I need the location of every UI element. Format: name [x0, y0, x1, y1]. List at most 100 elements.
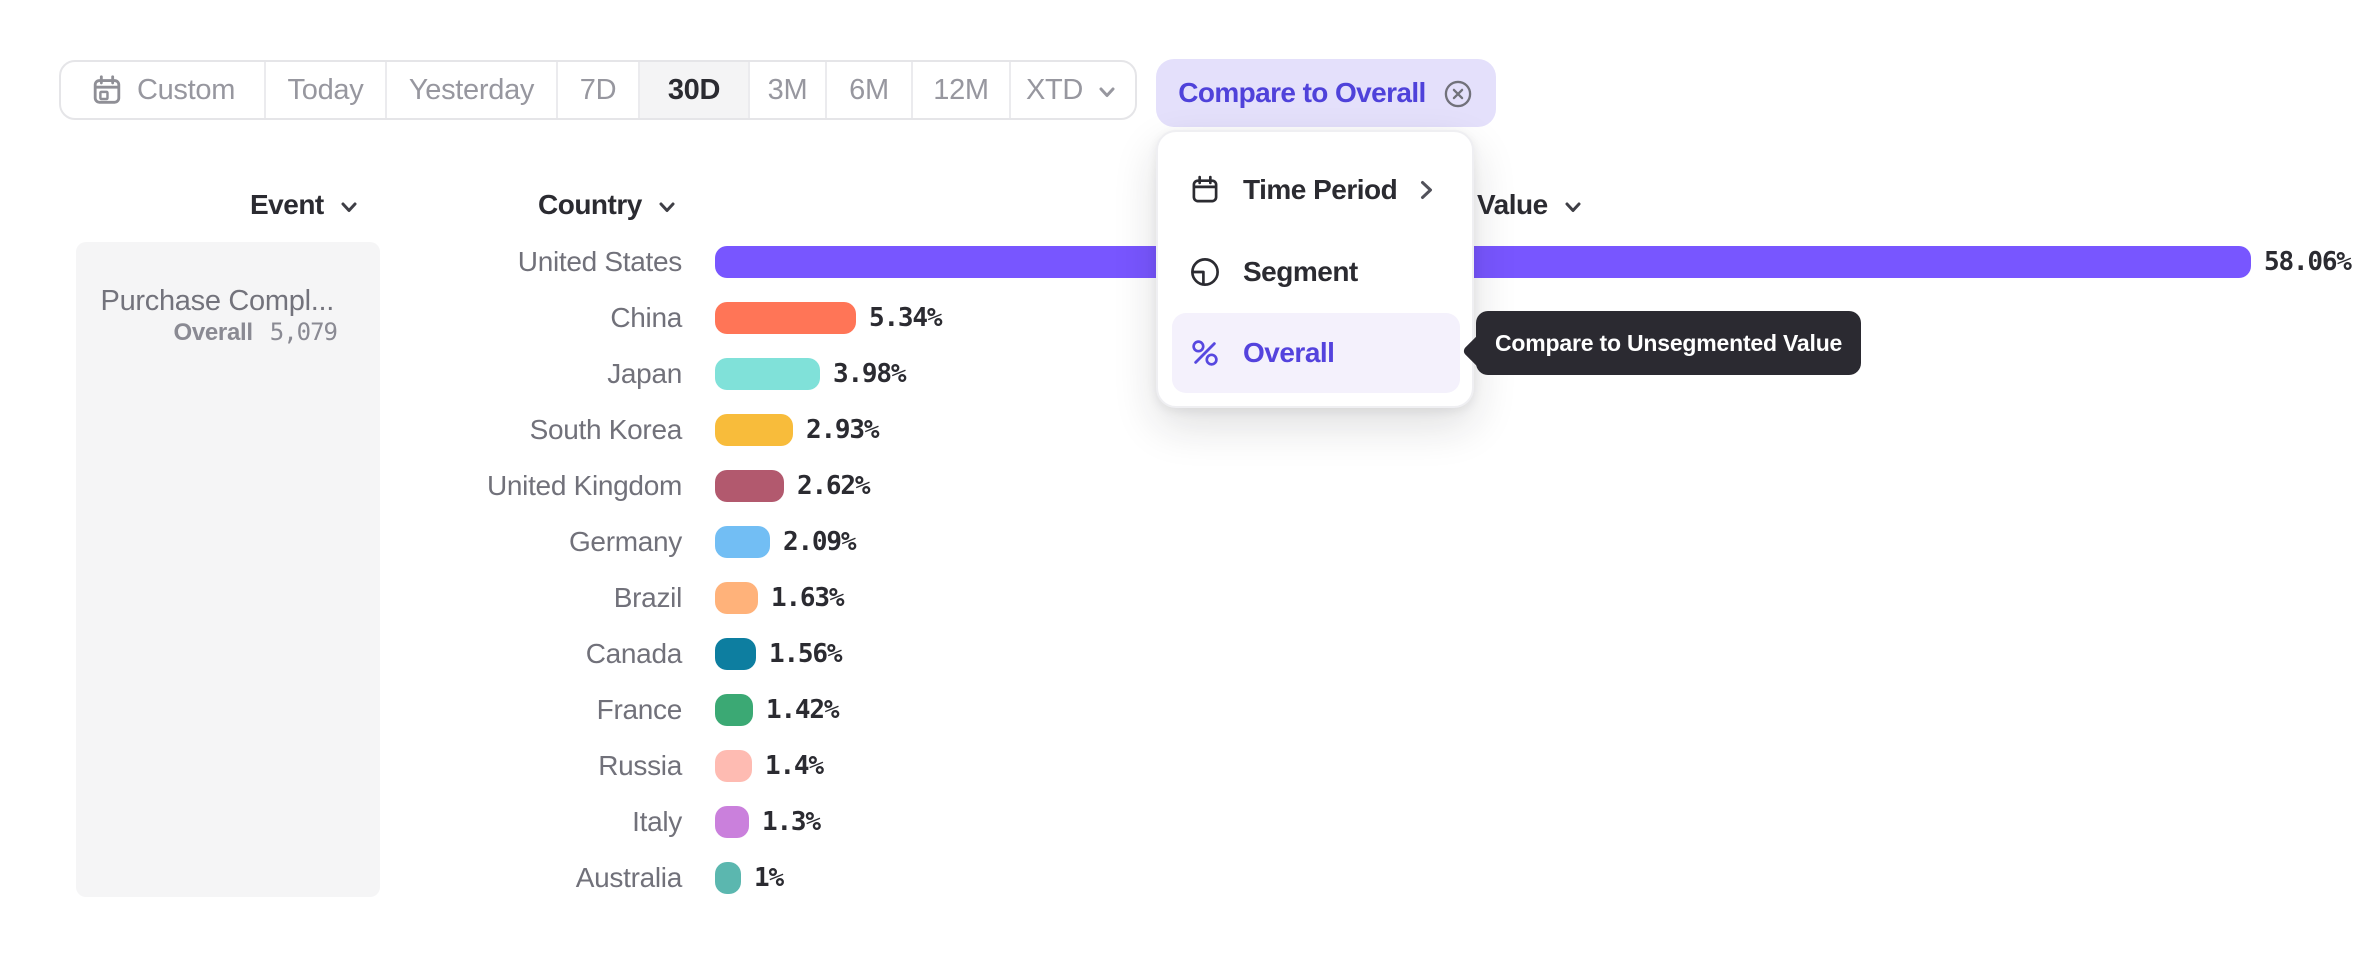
event-name: Purchase Compl... [100, 285, 335, 317]
table-row: Germany 2.09% [0, 526, 2376, 558]
country-label: Italy [632, 806, 682, 837]
value-label: 1.56% [769, 639, 842, 669]
value-bar[interactable] [715, 358, 820, 390]
date-range-label: 3M [767, 73, 808, 106]
date-range-label: XTD [1025, 73, 1084, 106]
event-cell[interactable]: Purchase Compl... Overall 5,079 [76, 242, 380, 897]
compare-to-overall-chip[interactable]: Compare to Overall [1156, 59, 1496, 127]
country-label: Germany [568, 526, 682, 557]
date-range-3m[interactable]: 3M [750, 62, 827, 118]
country-label: Canada [585, 638, 683, 669]
table-row: United States 58.06% [0, 246, 2376, 278]
percent-icon [1192, 340, 1218, 366]
date-range-6m[interactable]: 6M [827, 62, 913, 118]
chevron-down-icon [1099, 87, 1115, 97]
chevron-down-icon [341, 202, 357, 212]
chevron-right-icon [1421, 181, 1432, 199]
value-bar[interactable] [715, 694, 753, 726]
table-row: United Kingdom 2.62% [0, 470, 2376, 502]
date-range-yesterday[interactable]: Yesterday [387, 62, 558, 118]
menu-item-label: Time Period [1243, 174, 1398, 205]
value-bar[interactable] [715, 862, 741, 894]
value-bar[interactable] [715, 750, 752, 782]
value-label: 5.34% [869, 303, 942, 333]
value-label: 1.42% [766, 695, 839, 725]
country-column-header[interactable]: Country [538, 188, 679, 222]
table-row: Canada 1.56% [0, 638, 2376, 670]
date-range-custom[interactable]: Custom [61, 62, 266, 118]
event-header-label: Event [250, 189, 324, 220]
value-label: 1% [754, 863, 784, 893]
event-column-header[interactable]: Event [250, 188, 361, 222]
value-bar[interactable] [715, 470, 784, 502]
value-label: 1.63% [771, 583, 844, 613]
value-bar[interactable] [715, 638, 756, 670]
table-row: Italy 1.3% [0, 806, 2376, 838]
menu-item-overall[interactable]: Overall [1172, 313, 1460, 393]
x-circle-icon[interactable] [1442, 78, 1474, 110]
date-range-label: Yesterday [408, 73, 535, 106]
calendar-icon [1192, 175, 1218, 203]
value-bar[interactable] [715, 582, 758, 614]
date-range-label: 12M [933, 73, 989, 106]
value-bar[interactable] [715, 246, 2251, 278]
country-label: United States [517, 246, 683, 277]
country-label: South Korea [529, 414, 683, 445]
date-range-label: 6M [849, 73, 889, 106]
value-label: 1.3% [762, 807, 821, 837]
date-range-toolbar: Custom Today Yesterday 7D 30D 3M 6M 12M XTD [59, 60, 1137, 120]
date-range-label: Custom [136, 73, 236, 106]
value-label: 58.06% [2264, 247, 2352, 277]
country-label: United Kingdom [486, 470, 682, 501]
overall-label: Overall [173, 319, 253, 346]
value-label: 1.4% [765, 751, 824, 781]
table-row: China 5.34% [0, 302, 2376, 334]
compare-dropdown-menu: Time Period Segment Overall [1156, 130, 1474, 408]
date-range-7d[interactable]: 7D [558, 62, 640, 118]
menu-item-segment[interactable]: Segment [1172, 232, 1460, 312]
date-range-xtd[interactable]: XTD [1011, 62, 1135, 118]
table-row: Japan 3.98% [0, 358, 2376, 390]
date-range-label: 30D [667, 73, 721, 106]
chevron-down-icon [1565, 202, 1581, 212]
country-label: Australia [575, 862, 683, 893]
menu-item-label: Segment [1243, 256, 1358, 287]
table-row: Brazil 1.63% [0, 582, 2376, 614]
value-bar[interactable] [715, 806, 749, 838]
country-label: Japan [607, 358, 682, 389]
country-label: Brazil [613, 582, 683, 613]
value-label: 2.09% [783, 527, 856, 557]
menu-item-time-period[interactable]: Time Period [1172, 150, 1460, 230]
country-label: China [610, 302, 682, 333]
value-label: 3.98% [833, 359, 906, 389]
value-column-header[interactable]: Value [1477, 188, 1585, 222]
country-label: Russia [598, 750, 682, 781]
compare-chip-label: Compare to Overall [1178, 77, 1426, 108]
table-row: France 1.42% [0, 694, 2376, 726]
value-label: 2.93% [806, 415, 879, 445]
tooltip-text: Compare to Unsegmented Value [1495, 329, 1843, 356]
event-overall-row: Overall 5,079 [173, 318, 338, 347]
value-label: 2.62% [797, 471, 870, 501]
value-header-label: Value [1477, 189, 1548, 220]
segment-icon [1191, 258, 1219, 286]
value-bar[interactable] [715, 414, 793, 446]
value-bar[interactable] [715, 526, 770, 558]
menu-item-label: Overall [1243, 337, 1335, 368]
date-range-12m[interactable]: 12M [913, 62, 1011, 118]
overall-count: 5,079 [269, 318, 338, 346]
calendar-icon [93, 75, 121, 104]
table-row: Australia 1% [0, 862, 2376, 894]
country-header-label: Country [538, 189, 642, 220]
value-bar[interactable] [715, 302, 856, 334]
date-range-label: 7D [579, 73, 617, 106]
table-row: South Korea 2.93% [0, 414, 2376, 446]
chevron-down-icon [659, 202, 675, 212]
date-range-today[interactable]: Today [266, 62, 387, 118]
country-label: France [596, 694, 683, 725]
tooltip: Compare to Unsegmented Value [1476, 311, 1862, 375]
table-row: Russia 1.4% [0, 750, 2376, 782]
date-range-30d[interactable]: 30D [640, 62, 750, 118]
date-range-label: Today [287, 73, 364, 106]
